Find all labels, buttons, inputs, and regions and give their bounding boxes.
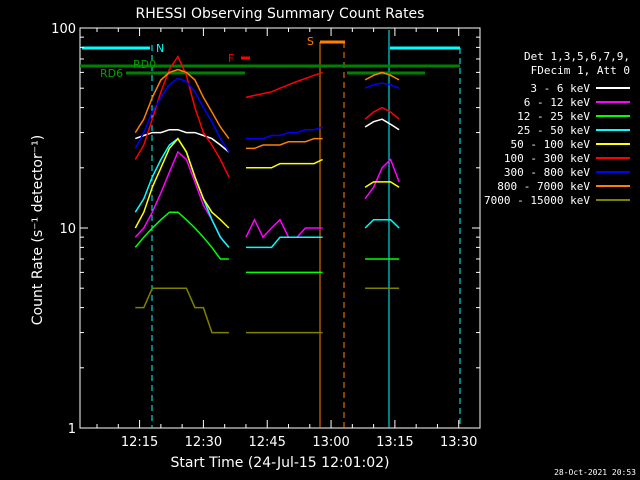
annotations: N S F RD0 RD6 [80,30,461,428]
flare-label: F [228,52,234,65]
legend-label: 800 - 7000 keV [497,180,590,193]
series-line-6 [134,54,400,178]
legend-label: 12 - 25 keV [517,110,590,123]
x-tick-label: 13:00 [312,435,349,450]
x-tick-label: 13:30 [440,435,477,450]
y-tick-label: 1 [68,422,76,437]
series-group [134,54,400,334]
legend-label: 50 - 100 keV [511,138,591,151]
x-tick-label: 13:15 [376,435,413,450]
x-tick-label: 12:45 [248,435,285,450]
legend-label: 3 - 6 keV [530,82,590,95]
legend-label: 6 - 12 keV [524,96,591,109]
chart-title: RHESSI Observing Summary Count Rates [136,6,425,22]
y-axis-label: Count Rate (s⁻¹ detector⁻¹) [30,135,46,325]
series-line-5 [134,137,400,229]
legend-label: 7000 - 15000 keV [484,194,590,207]
series-line-1 [135,118,400,153]
y-tick-label: 100 [51,22,76,37]
rd0-label: RD0 [133,58,156,71]
legend-label: 100 - 300 keV [504,152,590,165]
saa-label: S [307,35,314,48]
legend-label: 25 - 50 keV [517,124,590,137]
rd6-label: RD6 [100,67,123,80]
x-tick-label: 12:15 [121,435,158,450]
timestamp: 28-Oct-2021 20:53 [554,468,636,477]
series-line-9 [135,287,400,334]
series-line-8 [134,68,400,150]
x-axis-label: Start Time (24-Jul-15 12:01:02) [170,455,389,471]
night-label: N [156,42,164,55]
legend-header: Det 1,3,5,6,7,9, [524,50,630,63]
x-tick-label: 12:30 [185,435,222,450]
series-line-3 [134,211,400,274]
axes-group: 12:15 12:30 12:45 13:00 13:15 13:30 1 10 100 [51,22,480,450]
legend: Det 1,3,5,6,7,9,FDecim 1, Att 0 3 - 6 keV… [484,50,630,207]
legend-label: 300 - 800 keV [504,166,590,179]
y-tick-label: 10 [59,222,76,237]
legend-header: FDecim 1, Att 0 [531,64,630,77]
series-line-7 [134,77,400,153]
